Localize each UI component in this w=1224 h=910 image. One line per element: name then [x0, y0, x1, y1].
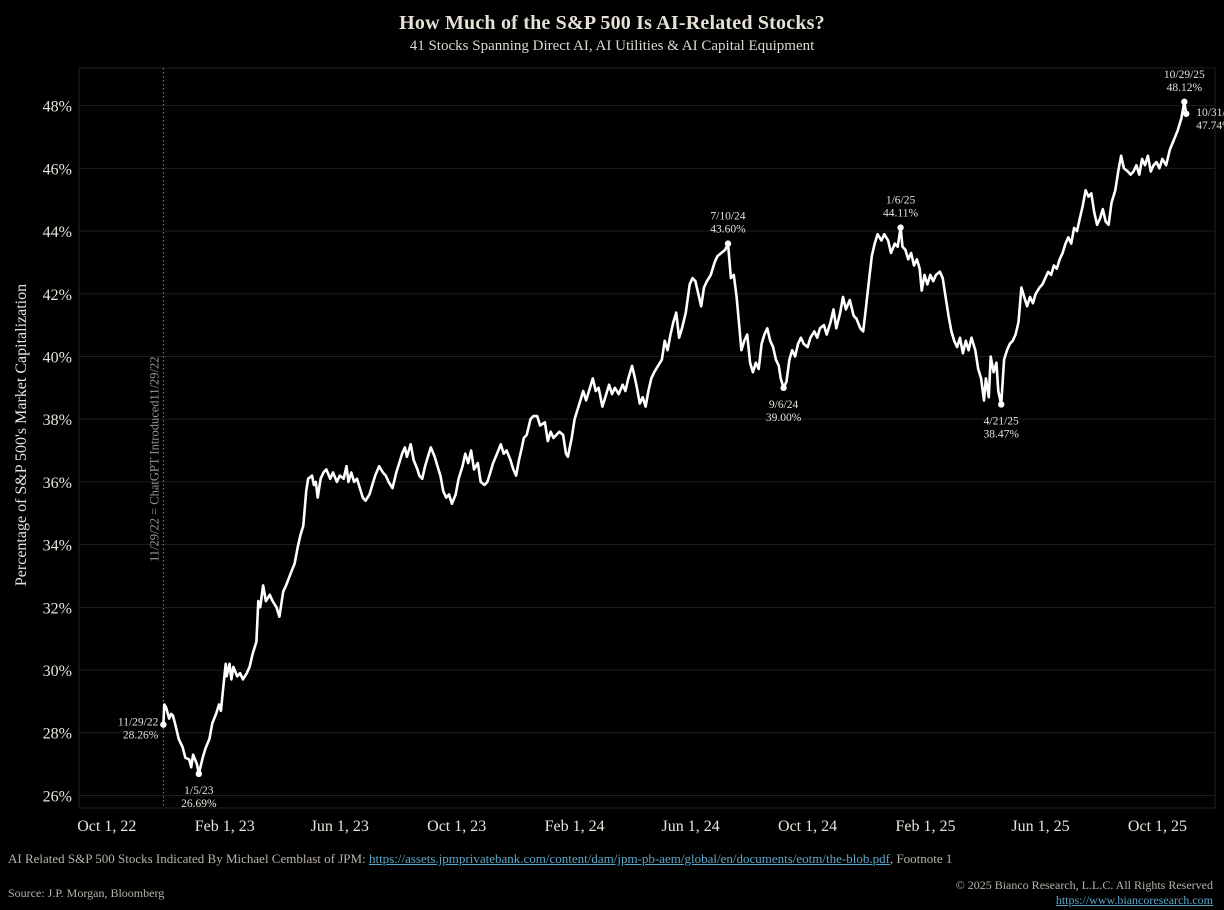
y-axis-label: Percentage of S&P 500's Market Capitaliz… [13, 283, 30, 587]
y-tick-label: 44% [43, 224, 72, 241]
annotation-value: 47.74% [1196, 120, 1224, 132]
y-tick-label: 38% [43, 412, 72, 429]
x-tick-label: Oct 1, 23 [427, 818, 486, 835]
annotation-value: 43.60% [710, 224, 746, 236]
annotation-date: 4/21/25 [984, 415, 1019, 427]
chatgpt-annotation-label: 11/29/22 = ChatGPT Introduced11/29/22 [147, 356, 161, 562]
annotation-marker [160, 721, 167, 728]
annotation-value: 44.11% [883, 208, 918, 220]
annotation-marker [1181, 98, 1188, 106]
y-axis-ticks: 26% 28% 30% 32% 34% 36% 38% 40% 42% 44% 46% 48% [43, 99, 72, 806]
chart-title: How Much of the S&P 500 Is AI-Related St… [399, 12, 825, 34]
annotation-date: 11/29/22 [118, 717, 159, 729]
y-tick-label: 46% [43, 161, 72, 178]
x-tick-label: Oct 1, 22 [77, 818, 136, 835]
footnote-link[interactable]: https://assets.jpmprivatebank.com/conten… [368, 851, 890, 866]
annotation-date: 10/29/25 [1164, 69, 1205, 81]
y-tick-label: 32% [43, 600, 72, 617]
x-tick-label: Feb 1, 23 [195, 818, 255, 835]
annotation-marker [724, 240, 732, 247]
footnote-suffix: , Footnote 1 [889, 851, 953, 866]
annotation-date: 10/31/25 [1196, 107, 1224, 119]
x-tick-label: Feb 1, 24 [545, 818, 605, 835]
x-tick-label: Oct 1, 24 [778, 818, 837, 835]
website-link[interactable]: https://www.biancoresearch.com [1055, 893, 1213, 907]
y-tick-label: 34% [43, 538, 72, 555]
copyright-block: © 2025 Bianco Research, L.L.C. All Right… [956, 878, 1213, 908]
annotation-date: 1/5/23 [184, 785, 214, 797]
x-tick-label: Jun 1, 24 [662, 818, 720, 835]
annotation-marker [998, 401, 1005, 408]
y-tick-label: 26% [43, 788, 72, 805]
annotation-marker [195, 770, 203, 778]
x-tick-label: Feb 1, 25 [895, 818, 955, 835]
annotation-marker [897, 224, 904, 231]
y-tick-label: 48% [43, 99, 72, 116]
x-tick-label: Oct 1, 25 [1128, 818, 1187, 835]
annotation-value: 38.47% [983, 428, 1019, 440]
x-tick-label: Jun 1, 23 [311, 818, 369, 835]
annotation-marker [780, 384, 787, 392]
x-axis-ticks: Oct 1, 22 Feb 1, 23 Jun 1, 23 Oct 1, 23 Feb … [77, 818, 1187, 835]
annotation-value: 39.00% [766, 412, 802, 424]
source-note: Source: J.P. Morgan, Bloomberg [8, 886, 165, 900]
annotation-date: 1/6/25 [886, 195, 916, 207]
annotation-date: 9/6/24 [769, 399, 799, 411]
footnote: AI Related S&P 500 Stocks Indicated By M… [8, 851, 952, 867]
series-line-ai-share [162, 100, 1188, 776]
annotation-value: 26.69% [181, 798, 217, 810]
x-tick-label: Jun 1, 25 [1011, 818, 1069, 835]
grid-lines [79, 105, 1215, 796]
y-tick-label: 40% [43, 349, 72, 366]
y-tick-label: 42% [43, 287, 72, 304]
annotation-value: 48.12% [1167, 82, 1203, 94]
chart-subtitle: 41 Stocks Spanning Direct AI, AI Utiliti… [409, 38, 815, 54]
annotation-date: 7/10/24 [710, 211, 745, 223]
y-tick-label: 28% [43, 726, 72, 743]
y-tick-label: 36% [43, 475, 72, 492]
annotation-value: 28.26% [123, 730, 159, 742]
plot-frame [78, 67, 1216, 809]
y-tick-label: 30% [43, 663, 72, 680]
footnote-prefix: AI Related S&P 500 Stocks Indicated By M… [8, 851, 369, 866]
annotation-marker [1183, 110, 1190, 117]
copyright-text: © 2025 Bianco Research, L.L.C. All Right… [955, 878, 1213, 892]
